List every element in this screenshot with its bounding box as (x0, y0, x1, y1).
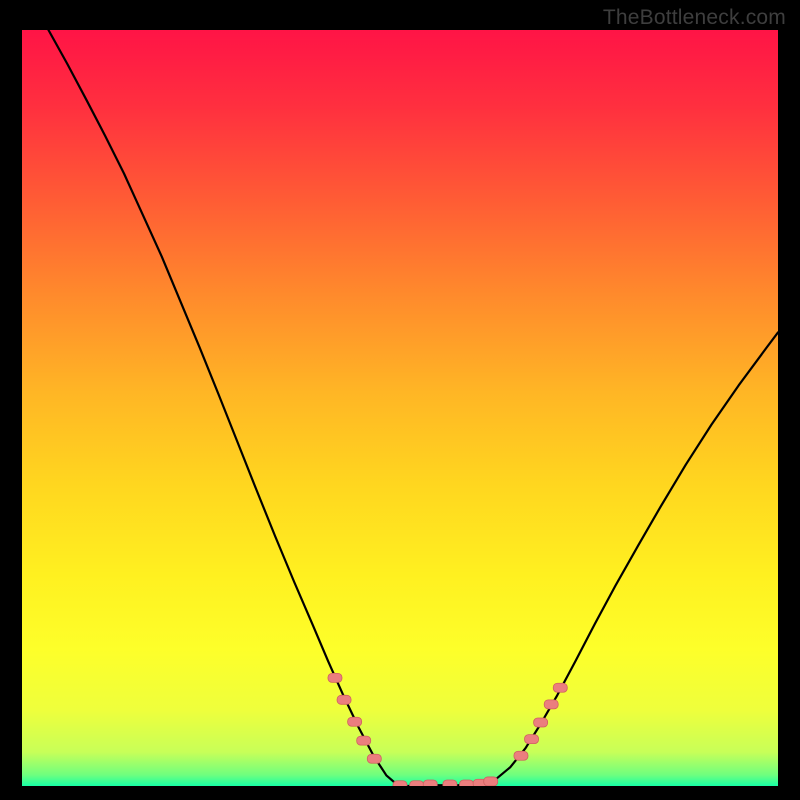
marker-point (357, 736, 371, 745)
marker-point (423, 780, 437, 786)
marker-point (544, 700, 558, 709)
marker-point (525, 735, 539, 744)
chart-plot-area (22, 30, 778, 786)
markers-layer (22, 30, 778, 786)
marker-point (328, 673, 342, 682)
marker-point (443, 780, 457, 786)
watermark-text: TheBottleneck.com (603, 6, 786, 30)
marker-point (393, 781, 407, 786)
marker-point (534, 718, 548, 727)
marker-point (460, 780, 474, 786)
marker-point (553, 683, 567, 692)
marker-point (410, 781, 424, 786)
marker-point (514, 751, 528, 760)
marker-point (484, 777, 498, 786)
marker-point (367, 754, 381, 763)
marker-point (337, 695, 351, 704)
marker-point (348, 717, 362, 726)
